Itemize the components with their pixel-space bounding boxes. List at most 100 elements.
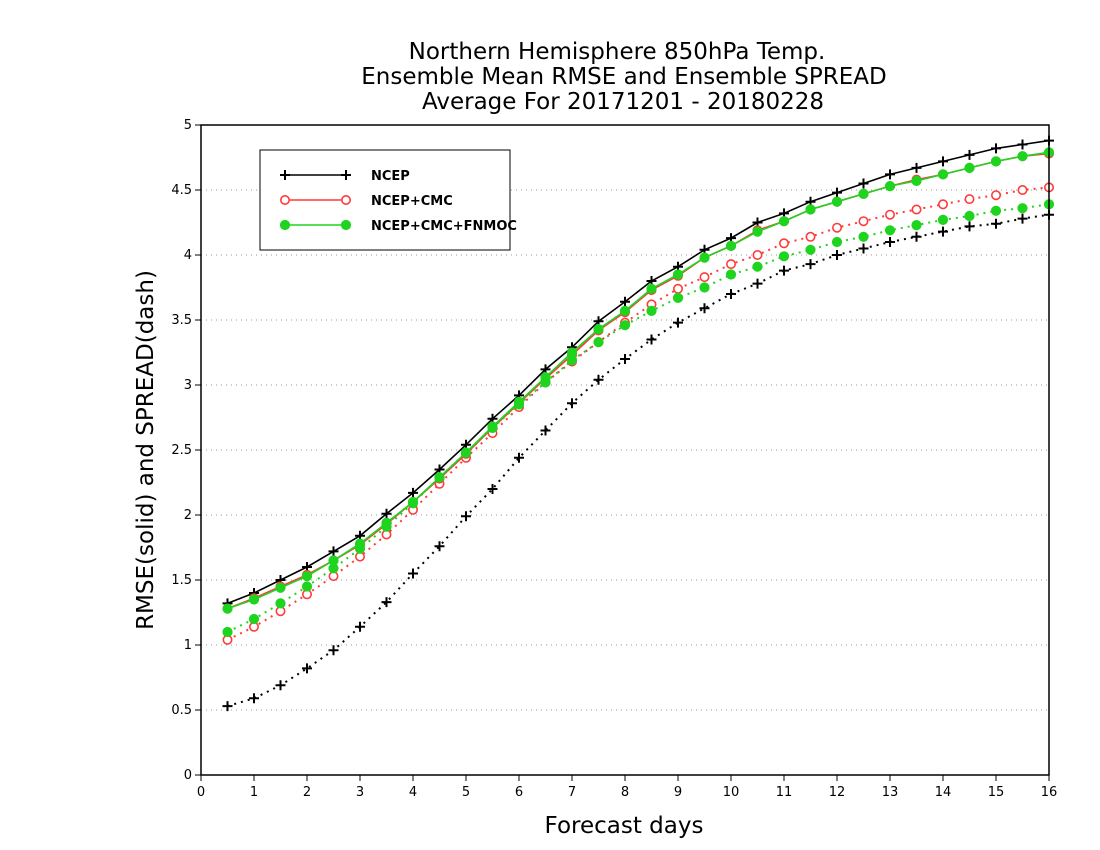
y-tick-label: 4.5	[171, 183, 192, 198]
ncep-cmc-spread-point	[884, 209, 895, 220]
ncep-cmc-fnmoc-spread-point	[593, 337, 604, 348]
ncep-cmc-fnmoc-spread-point	[275, 598, 286, 609]
ncep-cmc-spread-point	[778, 238, 789, 249]
ncep-cmc-fnmoc-rmse-point	[222, 603, 233, 614]
ncep-rmse-point	[991, 143, 1001, 154]
ncep-rmse-point	[911, 162, 922, 173]
ncep-spread-point	[1017, 213, 1028, 224]
ncep-cmc-fnmoc-rmse-point	[725, 240, 737, 251]
ncep-cmc-fnmoc-spread-point	[778, 251, 790, 262]
ncep-cmc-fnmoc-rmse-point	[301, 571, 313, 582]
ncep-cmc-fnmoc-rmse-point	[990, 156, 1002, 167]
ncep-cmc-fnmoc-rmse-point	[328, 555, 339, 566]
ncep-cmc-fnmoc-spread-point	[937, 214, 949, 225]
ncep-spread-point	[805, 259, 816, 270]
x-axis-label: Forecast days	[545, 813, 704, 839]
ncep-spread-point	[540, 425, 551, 436]
ncep-cmc-fnmoc-rmse-point	[540, 372, 551, 383]
legend-label-ncep-cmc-fnmoc: NCEP+CMC+FNMOC	[371, 219, 517, 234]
ncep-cmc-fnmoc-rmse-point	[460, 447, 472, 458]
ncep-spread-point	[593, 374, 604, 385]
ncep-spread-point	[275, 680, 286, 691]
ncep-cmc-spread-point	[937, 199, 948, 210]
ncep-cmc-fnmoc-rmse-point	[831, 196, 843, 207]
x-tick-label: 9	[674, 785, 682, 800]
ncep-cmc-fnmoc-rmse-point	[884, 181, 896, 192]
x-tick-label: 8	[621, 785, 629, 800]
y-tick-label: 3.5	[171, 313, 192, 328]
ncep-cmc-spread-point	[990, 190, 1001, 201]
ncep-spread-point	[222, 701, 233, 712]
ncep-spread-point	[858, 243, 869, 254]
y-tick-label: 5	[184, 118, 192, 133]
x-tick-label: 3	[356, 785, 364, 800]
legend: NCEP NCEP+CMC NCEP+CMC+FNMOC	[259, 149, 517, 251]
ncep-cmc-fnmoc-rmse-point	[487, 421, 498, 432]
legend-label-ncep-cmc: NCEP+CMC	[371, 194, 453, 209]
ncep-cmc-fnmoc-rmse-point	[566, 347, 578, 358]
ncep-spread-point	[699, 303, 710, 314]
title-line-2: Ensemble Mean RMSE and Ensemble SPREAD	[361, 64, 886, 90]
y-tick-label: 1.5	[171, 573, 192, 588]
ncep-cmc-fnmoc-rmse-point	[752, 226, 763, 237]
ncep-cmc-fnmoc-rmse-point	[407, 496, 419, 508]
ncep-cmc-fnmoc-rmse-point	[937, 169, 949, 180]
ncep-cmc-fnmoc-spread-point	[699, 282, 710, 293]
ncep-cmc-spread-point	[725, 259, 736, 270]
ncep-cmc-fnmoc-rmse-point	[858, 188, 869, 199]
ncep-cmc-spread-point	[911, 204, 922, 215]
ncep-spread-point	[461, 511, 471, 522]
ncep-cmc-fnmoc-spread-point	[990, 205, 1002, 216]
ncep-cmc-spread-point	[699, 272, 710, 283]
x-tick-label: 4	[409, 785, 417, 800]
title-line-3: Average For 20171201 - 20180228	[422, 89, 824, 115]
ncep-spread-point	[328, 645, 339, 656]
legend-marker-ncep-cmc	[340, 195, 351, 206]
ncep-cmc-fnmoc-rmse-point	[248, 594, 260, 605]
ncep-spread-point	[487, 484, 498, 494]
ncep-cmc-spread-point	[858, 216, 869, 227]
x-tick-label: 0	[197, 785, 205, 800]
x-tick-label: 6	[515, 785, 523, 800]
ncep-rmse-line	[227, 139, 1050, 605]
x-axis-ticks: 0 1 2 3 4 5 6 7 8 9 10 11 12 13 14 15 16	[197, 775, 1057, 800]
ncep-cmc-spread-point	[1017, 185, 1028, 196]
ncep-rmse-point	[408, 487, 418, 498]
x-tick-label: 13	[882, 785, 899, 800]
ncep-cmc-fnmoc-rmse-point	[646, 283, 657, 294]
ncep-rmse-point	[938, 156, 948, 167]
ncep-cmc-fnmoc-spread-point	[672, 292, 684, 303]
ncep-spread-point	[938, 226, 948, 237]
y-tick-label: 3	[184, 378, 192, 393]
ncep-cmc-fnmoc-rmse-point	[434, 472, 445, 483]
ncep-cmc-fnmoc-rmse-point	[805, 204, 816, 215]
chart-title: Northern Hemisphere 850hPa Temp. Ensembl…	[361, 39, 886, 115]
ncep-cmc-fnmoc-spread-point	[884, 225, 896, 236]
ncep-rmse-point	[1017, 139, 1028, 150]
ncep-spread-point	[646, 334, 657, 345]
ncep-spread-point	[302, 663, 312, 674]
ncep-cmc-fnmoc-spread-point	[619, 320, 631, 331]
ncep-cmc-fnmoc-spread-point	[222, 626, 233, 638]
ncep-cmc-spread-point	[672, 283, 683, 294]
ncep-cmc-fnmoc-spread-point	[831, 236, 843, 248]
ncep-rmse-point	[885, 169, 895, 180]
legend-marker-ncep	[341, 170, 351, 180]
ncep-cmc-fnmoc-rmse-point	[672, 269, 684, 280]
x-tick-label: 14	[935, 785, 952, 800]
ncep-cmc-fnmoc-rmse-point	[354, 538, 366, 549]
ncep-cmc-fnmoc-rmse-point	[964, 162, 975, 173]
ncep-cmc-fnmoc-spread-point	[805, 244, 816, 255]
legend-marker-ncep-cmc-fnmoc	[279, 219, 291, 231]
ncep-spread-point	[434, 541, 445, 552]
y-axis-ticks: 0 0.5 1 1.5 2 2.5 3 3.5 4 4.5 5	[171, 118, 201, 783]
ncep-cmc-fnmoc-rmse-point	[381, 517, 392, 528]
x-tick-label: 16	[1041, 785, 1058, 800]
ncep-spread-point	[673, 317, 683, 328]
ncep-spread-point	[726, 289, 736, 299]
y-tick-label: 2	[184, 508, 192, 523]
legend-marker-ncep	[280, 170, 290, 180]
ncep-cmc-fnmoc-spread-point	[911, 220, 922, 231]
ncep-spread-point	[964, 221, 975, 232]
ncep-spread-point	[832, 250, 842, 260]
